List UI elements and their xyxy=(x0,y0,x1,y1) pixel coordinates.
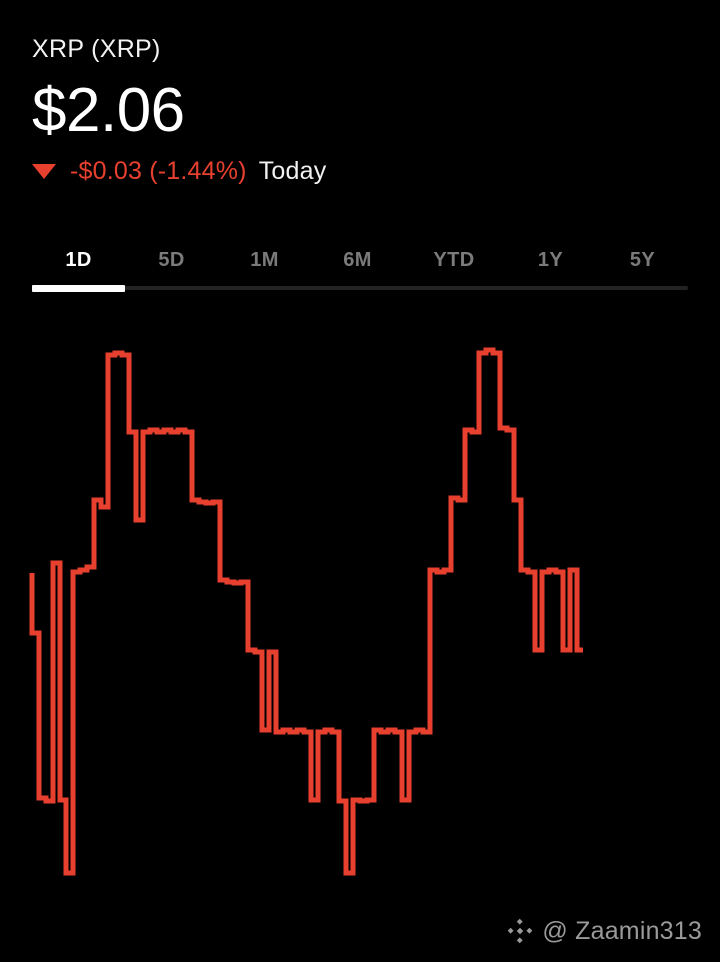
tab-active-indicator xyxy=(32,285,125,292)
triangle-down-icon xyxy=(32,163,56,179)
range-tab-5y[interactable]: 5Y xyxy=(597,248,688,272)
range-tab-label: YTD xyxy=(433,249,475,271)
watermark: @ Zaamin313 xyxy=(507,914,702,948)
range-tab-label: 1M xyxy=(250,249,279,271)
price-line xyxy=(29,347,583,876)
range-tab-strip: 1D 5D 1M 6M YTD 1Y 5Y xyxy=(32,238,688,272)
price-header: XRP (XRP) $2.06 -$0.03 (-1.44%) Today xyxy=(32,34,692,186)
price-chart-svg xyxy=(29,347,583,876)
range-tab-label: 5Y xyxy=(629,249,656,271)
current-price: $2.06 xyxy=(32,76,185,145)
range-tab-1y[interactable]: 1Y xyxy=(504,248,597,272)
range-tabs: 1D 5D 1M 6M YTD 1Y 5Y xyxy=(32,238,688,292)
watermark-handle: @ Zaamin313 xyxy=(542,917,702,945)
binance-diamond-icon xyxy=(508,918,533,944)
ticker-name: XRP (XRP) xyxy=(32,35,161,63)
price-change-value: -$0.03 (-1.44%) xyxy=(70,157,247,185)
price-change-period: Today xyxy=(258,157,327,185)
range-tab-1m[interactable]: 1M xyxy=(218,248,311,272)
tab-underline-track xyxy=(32,285,688,292)
range-tab-label: 1Y xyxy=(537,249,564,271)
range-tab-label: 6M xyxy=(343,249,372,271)
price-chart[interactable] xyxy=(0,320,720,900)
range-tab-label: 5D xyxy=(158,249,185,271)
price-change-row: -$0.03 (-1.44%) Today xyxy=(32,156,692,186)
range-tab-label: 1D xyxy=(65,249,92,271)
range-tab-5d[interactable]: 5D xyxy=(125,248,218,272)
range-tab-ytd[interactable]: YTD xyxy=(404,248,504,272)
range-tab-1d[interactable]: 1D xyxy=(32,248,125,272)
range-tab-6m[interactable]: 6M xyxy=(311,248,404,272)
